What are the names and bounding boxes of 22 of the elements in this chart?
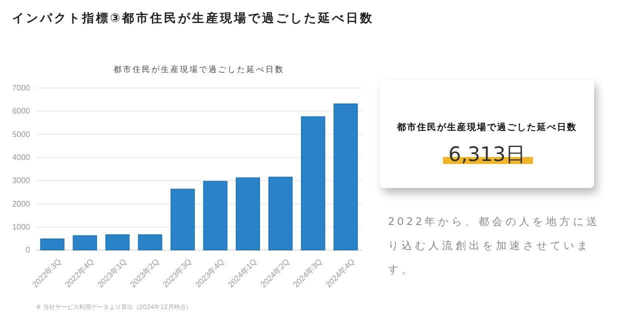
bar bbox=[105, 234, 130, 250]
y-tick-label: 7000 bbox=[12, 84, 31, 93]
bar bbox=[40, 238, 64, 250]
bar bbox=[334, 104, 358, 250]
bar bbox=[138, 234, 162, 250]
chart-title: 都市住民が生産現場で過ごした延べ日数 bbox=[114, 65, 284, 74]
y-tick-label: 5000 bbox=[12, 130, 31, 139]
y-tick-label: 1000 bbox=[12, 222, 31, 232]
y-tick-label: 4000 bbox=[12, 152, 31, 162]
text: 都市住民が生産現場で過ごした延べ日数 bbox=[396, 121, 578, 134]
bar bbox=[268, 176, 293, 250]
y-tick-label: 3000 bbox=[12, 176, 31, 186]
bar bbox=[203, 180, 228, 250]
y-tick-label: 6000 bbox=[12, 106, 31, 116]
text: インパクト指標③都市住民が生産現場で過ごした延べ日数 bbox=[12, 10, 374, 27]
y-tick-label: 0 bbox=[26, 246, 31, 255]
bar bbox=[170, 188, 195, 250]
bar bbox=[236, 177, 260, 250]
bar bbox=[300, 116, 326, 250]
bar bbox=[72, 235, 98, 250]
y-tick-label: 2000 bbox=[12, 199, 31, 208]
text: 2022年から、都会の人を地方に送り込む人流創出を加速させています。 bbox=[388, 215, 602, 278]
